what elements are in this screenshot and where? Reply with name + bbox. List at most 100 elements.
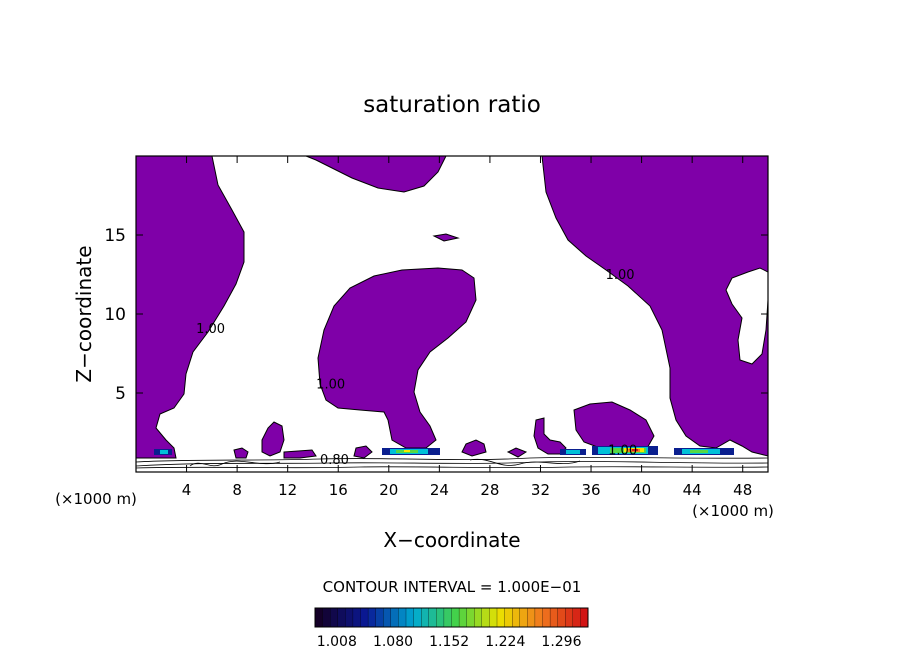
contour-labels: 1.00 1.00 1.00 1.00 0.80 bbox=[196, 268, 637, 468]
colorbar-cell bbox=[519, 607, 528, 628]
band-x35-cyan bbox=[566, 450, 580, 454]
x-tick-label: 44 bbox=[683, 481, 702, 499]
y-tick-label: 15 bbox=[104, 226, 126, 246]
colorbar-cell bbox=[322, 607, 331, 628]
x-tick-label: 28 bbox=[480, 481, 499, 499]
surface-contour-2 bbox=[135, 456, 769, 463]
band-left-cyan bbox=[160, 450, 168, 454]
region-z15-sliver bbox=[432, 233, 460, 242]
colorbar-cells bbox=[314, 607, 589, 628]
contour-label: 0.80 bbox=[320, 453, 349, 468]
x-tick-label: 8 bbox=[232, 481, 242, 499]
colorbar-cell bbox=[527, 607, 536, 628]
colorbar-cell bbox=[557, 607, 566, 628]
contour-label: 1.00 bbox=[608, 444, 637, 459]
region-left bbox=[135, 155, 245, 459]
surface-contour-4 bbox=[189, 460, 281, 467]
colorbar-tick-label: 1.080 bbox=[373, 634, 413, 650]
x-tick-label: 32 bbox=[531, 481, 550, 499]
colorbar-cell bbox=[489, 607, 498, 628]
colorbar-frame bbox=[314, 607, 589, 628]
colorbar-cell bbox=[330, 607, 339, 628]
region-x27-streak bbox=[506, 447, 528, 458]
x-tick-label: 4 bbox=[182, 481, 192, 499]
colorbar-cell bbox=[337, 607, 346, 628]
colorbar-cell bbox=[390, 607, 399, 628]
chart-title: saturation ratio bbox=[363, 92, 541, 118]
y-tick-label: 10 bbox=[104, 305, 126, 325]
axis-ticks bbox=[136, 156, 768, 472]
colorbar-cell bbox=[314, 607, 324, 628]
surface-contours bbox=[135, 456, 769, 469]
y-axis-label: Z−coordinate bbox=[72, 245, 96, 382]
colorbar-cell bbox=[398, 607, 407, 628]
plot-area: 1.00 1.00 1.00 1.00 0.80 bbox=[135, 155, 769, 473]
colorbar-tick-label: 1.296 bbox=[541, 634, 581, 650]
colorbar: 1.008 1.080 1.152 1.224 1.296 bbox=[314, 607, 589, 650]
colorbar-cell bbox=[375, 607, 384, 628]
colorbar-tick-label: 1.152 bbox=[429, 634, 469, 650]
band-x44-green bbox=[690, 450, 708, 453]
colorbar-cell bbox=[481, 607, 490, 628]
colorbar-cell bbox=[534, 607, 543, 628]
region-x10-spike bbox=[261, 421, 285, 457]
colorbar-cell bbox=[474, 607, 483, 628]
region-x8-blob bbox=[233, 447, 249, 459]
x-axis-label: X−coordinate bbox=[383, 528, 520, 552]
colorbar-cell bbox=[367, 607, 377, 628]
region-top-mid bbox=[305, 155, 447, 193]
x-tick-label: 16 bbox=[329, 481, 348, 499]
surface-contour-5 bbox=[469, 458, 581, 466]
colorbar-cell bbox=[542, 607, 551, 628]
colorbar-cell bbox=[413, 607, 422, 628]
colorbar-cell bbox=[428, 607, 437, 628]
band-x20-yellow bbox=[404, 450, 410, 452]
colorbar-cell bbox=[436, 607, 445, 628]
contour-label: 1.00 bbox=[196, 322, 225, 337]
colorbar-cell bbox=[565, 607, 574, 628]
colorbar-cell bbox=[383, 607, 392, 628]
region-x21-blob bbox=[461, 439, 487, 457]
colorbar-cell bbox=[360, 607, 369, 628]
colorbar-cell bbox=[443, 607, 452, 628]
contour-label: 1.00 bbox=[606, 268, 635, 283]
colorbar-cell bbox=[345, 607, 354, 628]
colorbar-cell bbox=[504, 607, 513, 628]
supersaturation-regions bbox=[135, 155, 769, 459]
region-right bbox=[541, 155, 769, 457]
x-tick-labels: 4 8 12 16 20 24 28 32 36 40 44 48 bbox=[182, 481, 752, 499]
x-tick-label: 40 bbox=[632, 481, 651, 499]
region-center-lobe bbox=[317, 267, 477, 449]
colorbar-cell bbox=[512, 607, 521, 628]
x-tick-label: 36 bbox=[581, 481, 600, 499]
colorbar-tick-labels: 1.008 1.080 1.152 1.224 1.296 bbox=[317, 634, 582, 650]
colorbar-cell bbox=[549, 607, 559, 628]
colorbar-tick-label: 1.008 bbox=[317, 634, 357, 650]
y-tick-label: 5 bbox=[115, 384, 126, 404]
surface-maxima bbox=[154, 446, 734, 455]
x-tick-label: 12 bbox=[278, 481, 297, 499]
z-unit-label: (×1000 m) bbox=[692, 502, 774, 520]
y-tick-labels: 5 10 15 bbox=[104, 226, 126, 404]
colorbar-cell bbox=[496, 607, 506, 628]
colorbar-cell bbox=[405, 607, 415, 628]
region-x36-blob bbox=[573, 401, 655, 453]
colorbar-cell bbox=[421, 607, 430, 628]
surface-contour-3 bbox=[135, 466, 769, 469]
band-x38-red bbox=[632, 449, 638, 451]
x-unit-label: (×1000 m) bbox=[55, 490, 137, 508]
region-x33-spike bbox=[533, 417, 567, 455]
x-tick-label: 20 bbox=[379, 481, 398, 499]
x-tick-label: 48 bbox=[733, 481, 752, 499]
colorbar-cell bbox=[352, 607, 361, 628]
contour-interval-text: CONTOUR INTERVAL = 1.000E−01 bbox=[323, 578, 582, 596]
region-x18-blob bbox=[353, 445, 373, 459]
colorbar-cell bbox=[580, 607, 589, 628]
colorbar-cell bbox=[458, 607, 468, 628]
colorbar-cell bbox=[572, 607, 581, 628]
region-x13-streak bbox=[283, 449, 317, 459]
x-tick-label: 24 bbox=[430, 481, 449, 499]
contour-label: 1.00 bbox=[316, 377, 345, 392]
colorbar-cell bbox=[466, 607, 475, 628]
